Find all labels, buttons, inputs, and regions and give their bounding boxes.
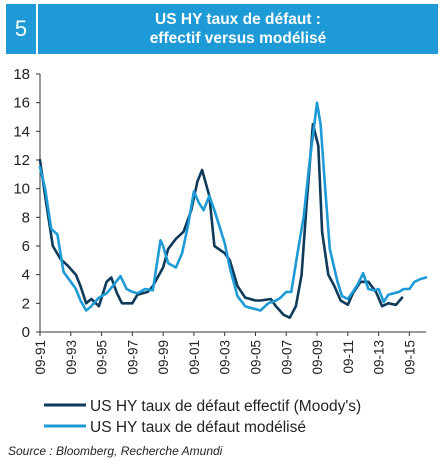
x-tick-label: 09-09 [310, 340, 325, 375]
x-tick-label: 09-99 [156, 340, 171, 375]
legend-label: US HY taux de défaut modélisé [90, 419, 306, 436]
x-tick-label: 09-05 [248, 340, 263, 375]
x-tick-label: 09-01 [187, 340, 202, 375]
y-tick-label: 18 [13, 66, 30, 83]
y-tick-label: 16 [13, 95, 30, 112]
chart-title-line-2: effectif versus modélisé [149, 30, 327, 47]
x-tick-label: 09-11 [341, 340, 356, 374]
x-tick-label: 09-15 [402, 340, 417, 375]
y-tick-label: 2 [22, 295, 30, 312]
legend-label: US HY taux de défaut effectif (Moody's) [90, 398, 361, 415]
x-tick-label: 09-95 [95, 340, 110, 375]
chart-area: 0 2 4 6 8 10 12 14 16 18 09-91 09-93 09-95 09-97 09-99… [0, 56, 446, 469]
x-tick-label: 09-03 [218, 340, 233, 375]
y-tick-label: 14 [13, 123, 30, 140]
y-tick-label: 4 [22, 267, 30, 284]
chart-title-line-1: US HY taux de défaut : [155, 11, 321, 28]
x-tick-label: 09-91 [33, 340, 48, 375]
x-tick-label: 09-07 [279, 340, 294, 375]
line-chart: 0 2 4 6 8 10 12 14 16 18 09-91 09-93 09-95 09-97 09-99… [13, 66, 428, 436]
y-tick-label: 12 [13, 152, 30, 169]
y-tick-label: 8 [22, 209, 30, 226]
chart-header: 5 US HY taux de défaut : effectif versus… [6, 4, 438, 54]
chart-number: 5 [6, 4, 38, 54]
y-tick-label: 10 [13, 181, 30, 198]
y-tick-label: 0 [22, 324, 30, 341]
x-tick-label: 09-13 [372, 340, 387, 375]
series-line-modelise [38, 101, 428, 312]
x-tick-label: 09-93 [64, 340, 79, 375]
source-note: Source : Bloomberg, Recherche Amundi [8, 444, 223, 458]
chart-title: US HY taux de défaut : effectif versus m… [38, 4, 438, 54]
series-line-effectif [38, 122, 404, 319]
x-tick-label: 09-97 [125, 340, 140, 375]
y-tick-label: 6 [22, 238, 30, 255]
